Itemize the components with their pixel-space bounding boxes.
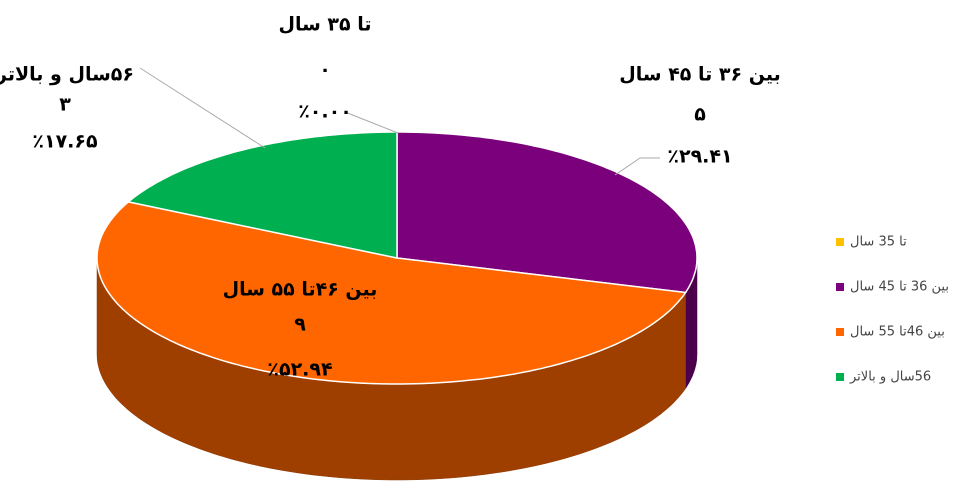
legend-marker [836,373,844,381]
data-label-percent: ٪۲۹.۴۱ [667,146,732,168]
data-label-value: ۰ [319,59,331,81]
legend-label: بین 36 تا 45 سال [850,280,949,295]
leader-line [139,67,266,149]
data-label-name: ۵۶سال و بالاتر [0,64,134,86]
data-label-percent: ٪۱۷.۶۵ [32,131,98,153]
data-label-value: ۹ [294,314,306,336]
legend-label: بین 46تا 55 سال [850,325,945,340]
data-label-name: تا ۳۵ سال [278,14,371,36]
slice [126,131,398,259]
data-label-percent: ٪۰.۰۰ [298,101,352,123]
legend-marker [836,328,844,336]
data-label-value: ۵ [694,104,706,126]
legend-marker [836,238,844,246]
slice [396,131,698,294]
legend-label: تا 35 سال [850,235,907,250]
legend-marker [836,283,844,291]
legend-label: 56سال و بالاتر [849,370,931,385]
data-label-name: بین ۳۶ تا ۴۵ سال [619,64,780,86]
slice [96,201,687,385]
data-label-percent: ٪۵۲.۹۴ [267,359,332,381]
data-label-value: ۳ [59,94,71,116]
leader-line [614,157,660,176]
leader-line [344,111,399,134]
data-label-name: بین ۴۶تا ۵۵ سال [223,279,378,301]
